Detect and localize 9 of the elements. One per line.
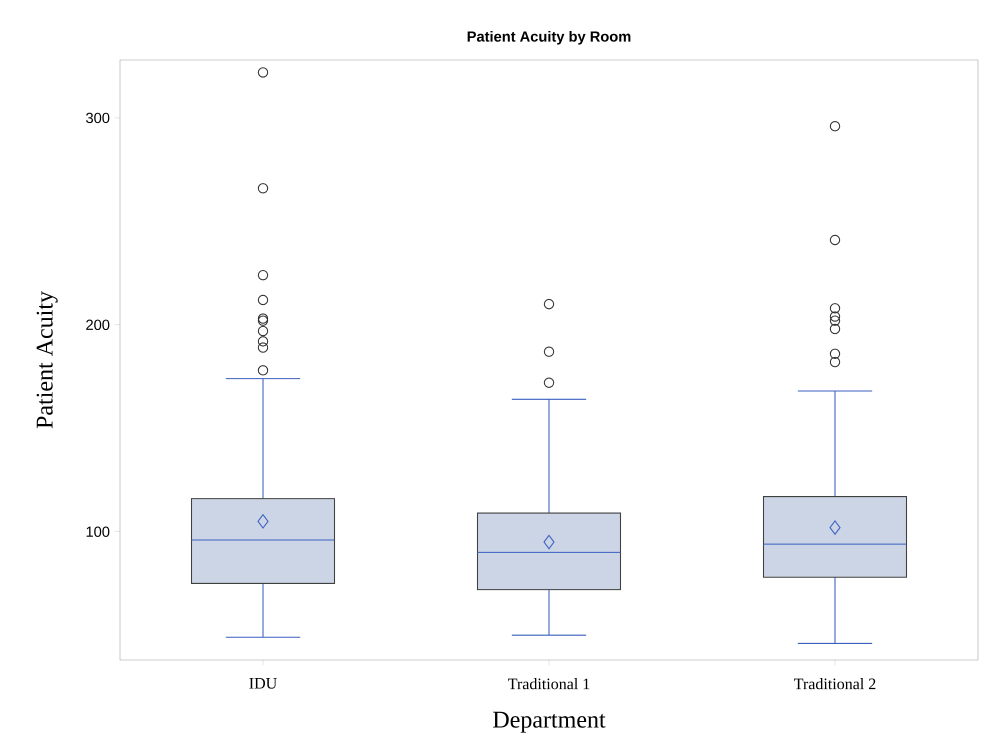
y-tick-label: 200 <box>86 320 110 330</box>
y-tick-label: 100 <box>86 526 110 537</box>
y-axis-title: Patient Acuity <box>36 291 58 428</box>
chart-title: Patient Acuity by Room <box>468 30 630 45</box>
x-axis-title: Department <box>493 712 606 733</box>
x-tick-label: IDU <box>249 678 277 689</box>
x-tick-label: Traditional 1 <box>508 678 590 690</box>
y-tick-label: 300 <box>86 112 110 124</box>
x-tick-label: Traditional 2 <box>794 678 876 690</box>
